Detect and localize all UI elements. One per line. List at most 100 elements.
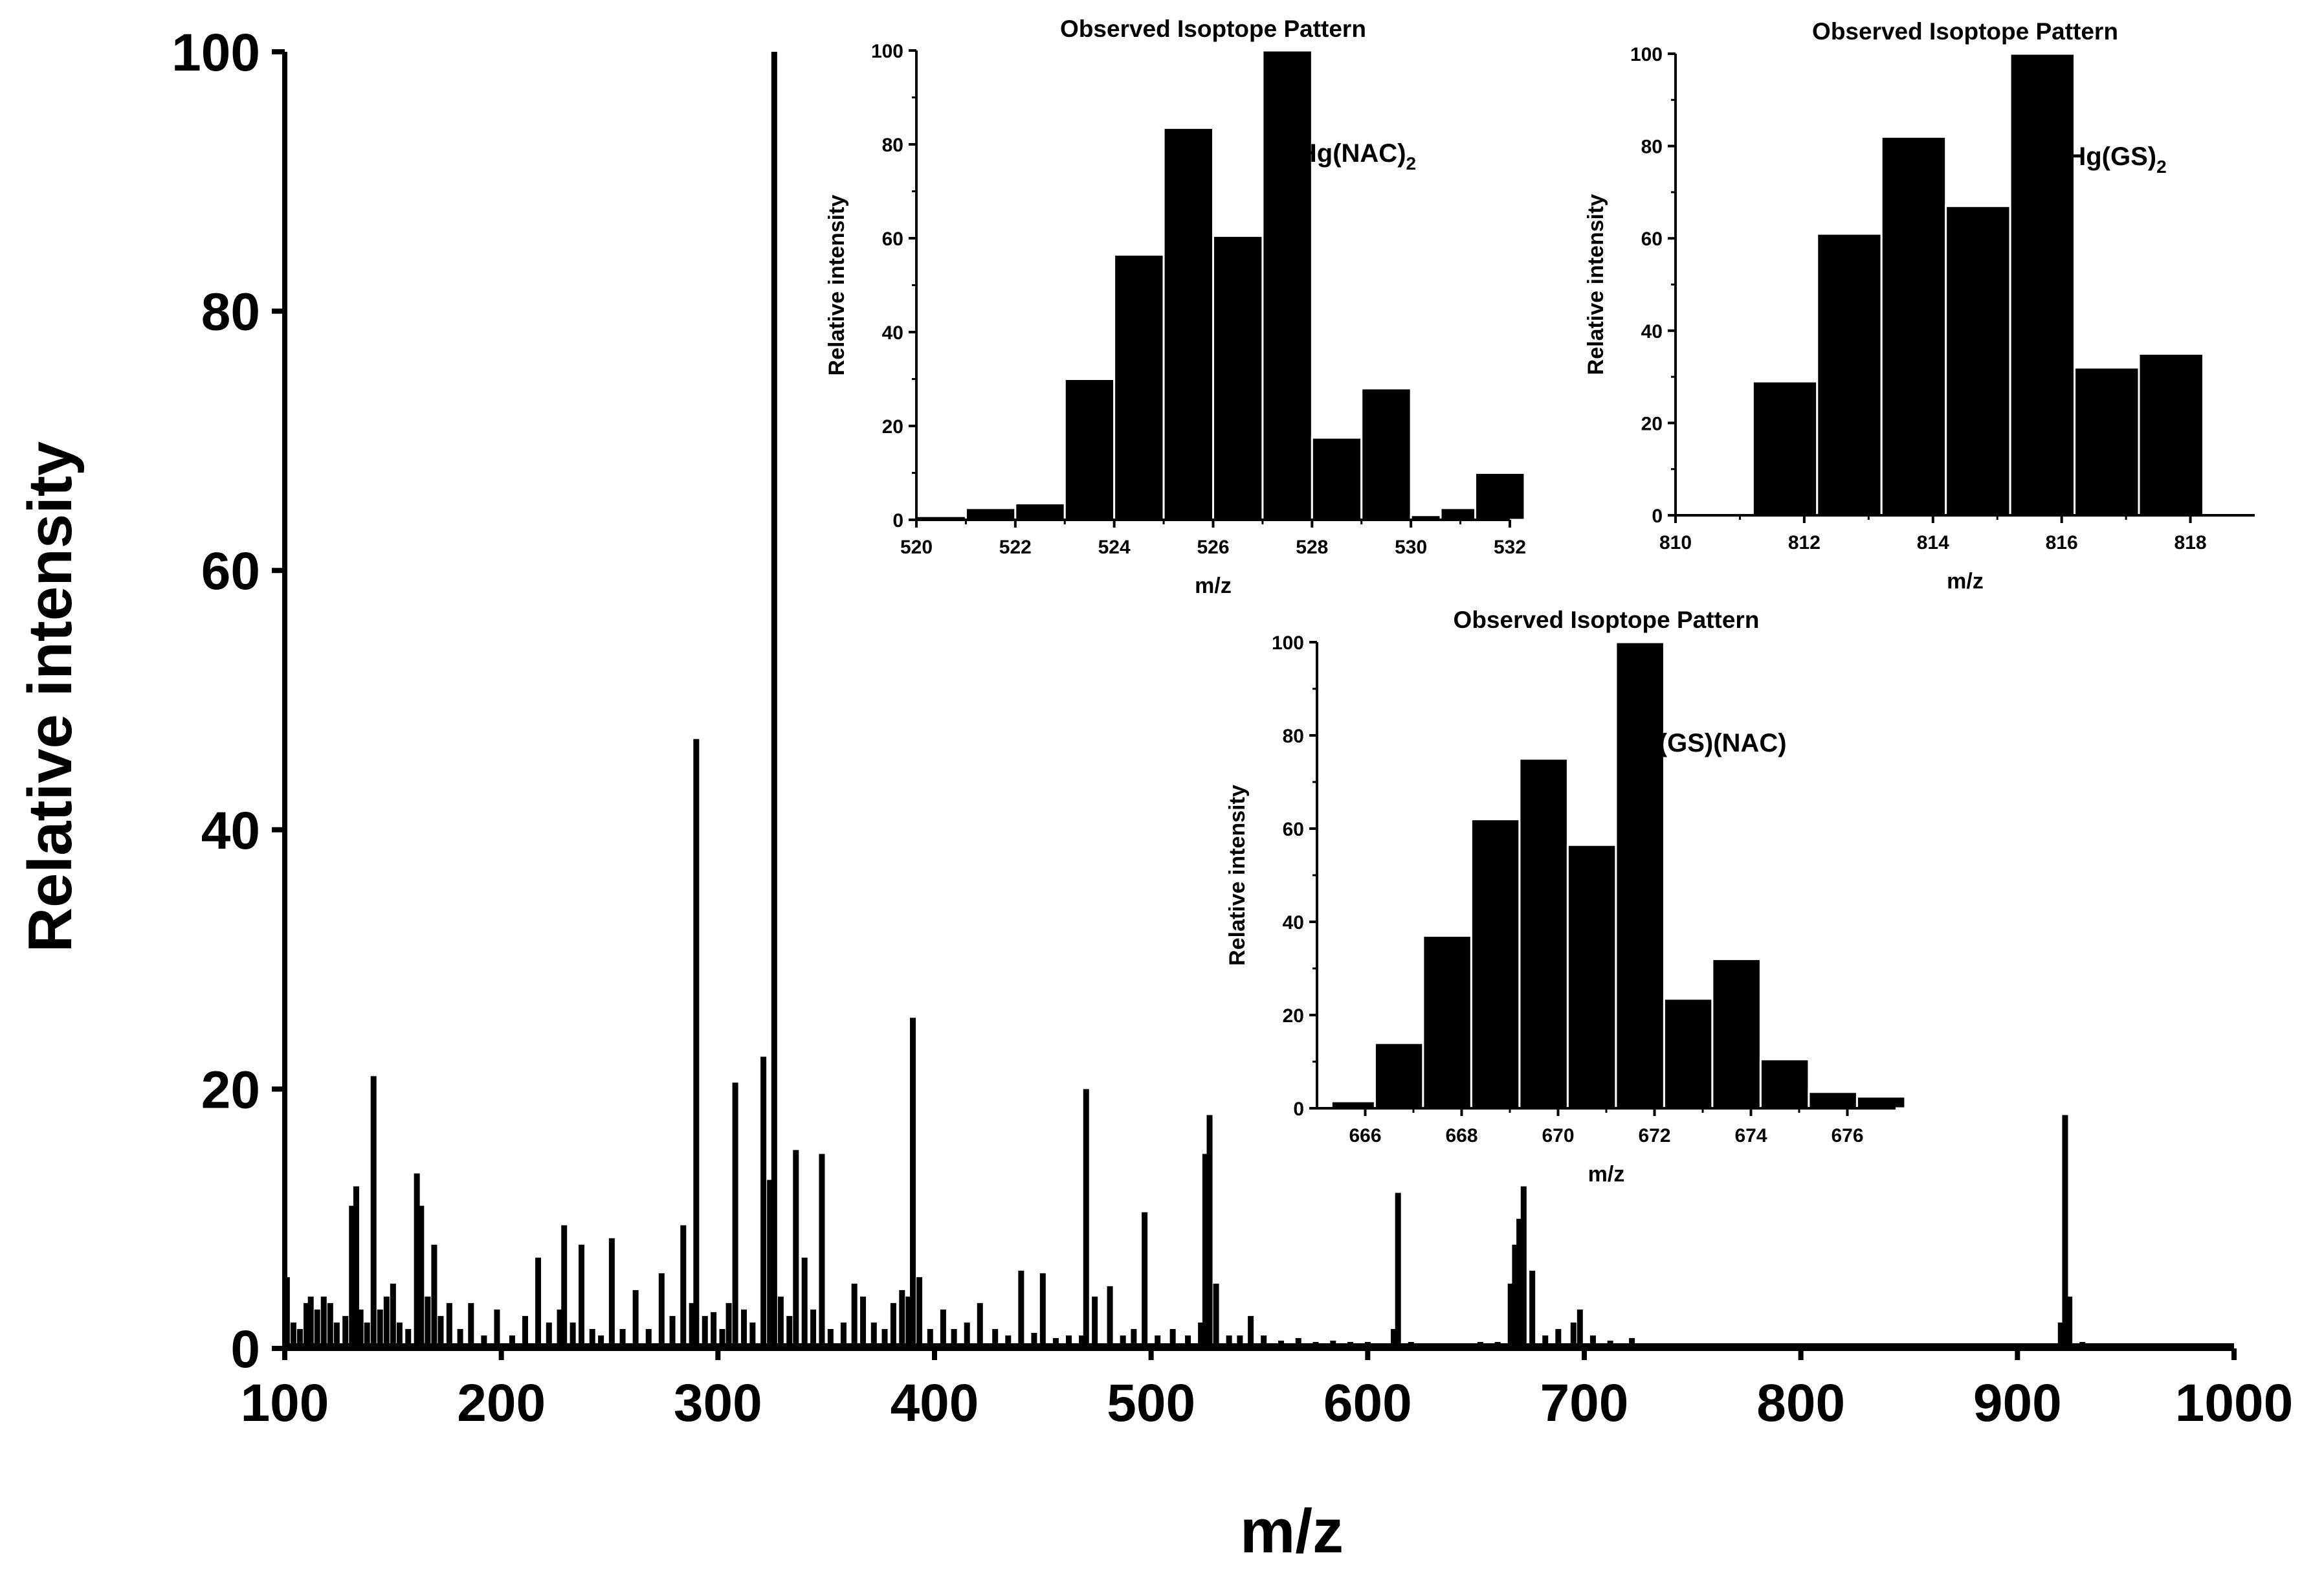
inset-x-axis-label: m/z xyxy=(1588,1162,1625,1187)
inset-x-tick-label: 674 xyxy=(1734,1125,1767,1146)
main-y-tick-label: 0 xyxy=(230,1320,260,1379)
main-y-tick-label: 80 xyxy=(201,283,260,342)
isotope-bar xyxy=(1360,387,1412,521)
isotope-bar xyxy=(1759,1058,1810,1110)
inset-x-tick-label: 522 xyxy=(999,537,1032,558)
isotope-bar xyxy=(1311,436,1363,521)
inset-hg-gs2: 810 812 814 816 818 0 20 40 60 80 100 Observed Isop… xyxy=(1584,18,2255,594)
main-x-tick-label: 900 xyxy=(1973,1374,2062,1433)
inset-x-tick-label: 812 xyxy=(1788,532,1820,553)
isotope-bar xyxy=(1855,1095,1907,1110)
isotope-bar xyxy=(1261,49,1313,521)
compound-label-main: Hg(NAC) xyxy=(1298,139,1406,168)
inset-y-tick-label: 40 xyxy=(882,322,903,344)
inset-x-tick-label: 532 xyxy=(1494,537,1526,558)
inset-x-tick-label: 816 xyxy=(2046,532,2078,553)
main-x-tick-label: 700 xyxy=(1540,1374,1629,1433)
inset-y-tick-label: 100 xyxy=(871,41,903,62)
isotope-bar xyxy=(1474,472,1526,521)
inset-y-tick-label: 60 xyxy=(882,229,903,250)
inset-y-tick-label: 20 xyxy=(882,416,903,438)
inset-y-tick-label: 100 xyxy=(1630,44,1663,65)
main-x-tick-label: 200 xyxy=(457,1374,546,1433)
inset-y-tick-label: 60 xyxy=(1641,229,1663,250)
main-y-tick-label: 60 xyxy=(201,542,260,601)
main-y-tick-label: 20 xyxy=(201,1060,260,1119)
isotope-bar xyxy=(1113,253,1165,521)
isotope-bar xyxy=(1373,1042,1424,1110)
inset-x-tick-label: 666 xyxy=(1349,1125,1381,1146)
inset-y-axis-label: Relative intensity xyxy=(1225,785,1250,966)
main-x-tick-label: 800 xyxy=(1756,1374,1845,1433)
isotope-bar xyxy=(2074,366,2140,517)
compound-label-main: Hg(GS) xyxy=(2067,142,2156,171)
inset-y-tick-label: 80 xyxy=(882,135,903,156)
isotope-bar xyxy=(1212,234,1264,521)
inset-y-tick-label: 100 xyxy=(1272,632,1304,654)
isotope-bar xyxy=(1663,998,1714,1110)
main-x-axis-label: m/z xyxy=(1240,1497,1344,1566)
inset-hg-nac2: 520 522 524 526 528 530 532 0 20 40 60 80 100 Observe… xyxy=(824,16,1526,598)
isotope-bar xyxy=(1711,958,1762,1110)
main-y-tick-label: 40 xyxy=(201,801,260,860)
isotope-bar xyxy=(1014,502,1066,521)
isotope-bar xyxy=(1808,1091,1858,1110)
inset-y-tick-label: 20 xyxy=(1283,1005,1304,1027)
main-x-tick-label: 1000 xyxy=(2175,1374,2293,1433)
isotope-bar xyxy=(1945,205,2011,517)
inset-y-axis-label: Relative intensity xyxy=(824,195,849,376)
main-chart: 100 200 300 400 500 600 700 800 900 1000020406080… xyxy=(16,23,2293,1566)
main-x-tick-label: 600 xyxy=(1323,1374,1412,1433)
inset-x-tick-label: 810 xyxy=(1659,532,1692,553)
inset-x-tick-label: 818 xyxy=(2175,532,2207,553)
compound-label-main: Hg(GS)(NAC) xyxy=(1624,729,1786,757)
inset-hg-gs-nac: 666 668 670 672 674 676 0 20 40 60 80 100 Observed I… xyxy=(1225,607,1907,1187)
inset-y-axis-label: Relative intensity xyxy=(1584,194,1608,375)
inset-title: Observed Isoptope Pattern xyxy=(1812,18,2118,45)
inset-x-tick-label: 530 xyxy=(1395,537,1427,558)
main-x-tick-label: 300 xyxy=(674,1374,762,1433)
inset-x-tick-label: 526 xyxy=(1197,537,1229,558)
inset-y-tick-label: 60 xyxy=(1283,819,1304,840)
main-x-tick-label: 400 xyxy=(891,1374,979,1433)
inset-x-tick-label: 670 xyxy=(1542,1125,1574,1146)
inset-y-tick-label: 80 xyxy=(1641,137,1663,158)
main-y-tick-label: 100 xyxy=(172,23,260,82)
isotope-bar xyxy=(1518,757,1569,1110)
isotope-bar xyxy=(1816,232,1883,517)
main-x-tick-label: 500 xyxy=(1107,1374,1195,1433)
inset-x-tick-label: 814 xyxy=(1917,532,1949,553)
inset-y-tick-label: 80 xyxy=(1283,726,1304,747)
inset-x-tick-label: 672 xyxy=(1638,1125,1670,1146)
isotope-bar xyxy=(1470,818,1521,1110)
inset-x-tick-label: 676 xyxy=(1831,1125,1863,1146)
isotope-bar xyxy=(2009,52,2076,517)
inset-y-tick-label: 0 xyxy=(892,510,903,531)
inset-y-tick-label: 0 xyxy=(1652,506,1663,527)
main-x-tick-label: 100 xyxy=(241,1374,329,1433)
isotope-bar xyxy=(1063,378,1116,521)
isotope-bar xyxy=(1566,843,1617,1110)
compound-label: Hg(NAC)2 xyxy=(1298,139,1416,173)
inset-x-tick-label: 668 xyxy=(1445,1125,1477,1146)
inset-x-axis-label: m/z xyxy=(1195,574,1232,598)
isotope-bar xyxy=(1615,641,1665,1110)
inset-y-tick-label: 40 xyxy=(1283,912,1304,933)
inset-y-tick-label: 0 xyxy=(1293,1099,1304,1120)
inset-x-tick-label: 520 xyxy=(900,537,933,558)
isotope-bar xyxy=(2138,352,2204,517)
inset-y-tick-label: 40 xyxy=(1641,321,1663,342)
inset-title: Observed Isoptope Pattern xyxy=(1454,607,1760,633)
isotope-bar xyxy=(1751,380,1819,517)
compound-label: Hg(GS)(NAC) xyxy=(1624,729,1786,757)
isotope-bar xyxy=(1422,935,1472,1110)
inset-title: Observed Isoptope Pattern xyxy=(1060,16,1366,42)
isotope-bar xyxy=(964,507,1017,521)
main-y-axis-label: Relative intensity xyxy=(16,441,85,953)
compound-label-subscript: 2 xyxy=(1406,153,1417,173)
compound-label-subscript: 2 xyxy=(2156,157,2167,177)
inset-x-axis-label: m/z xyxy=(1947,569,1984,594)
inset-x-tick-label: 524 xyxy=(1098,537,1131,558)
